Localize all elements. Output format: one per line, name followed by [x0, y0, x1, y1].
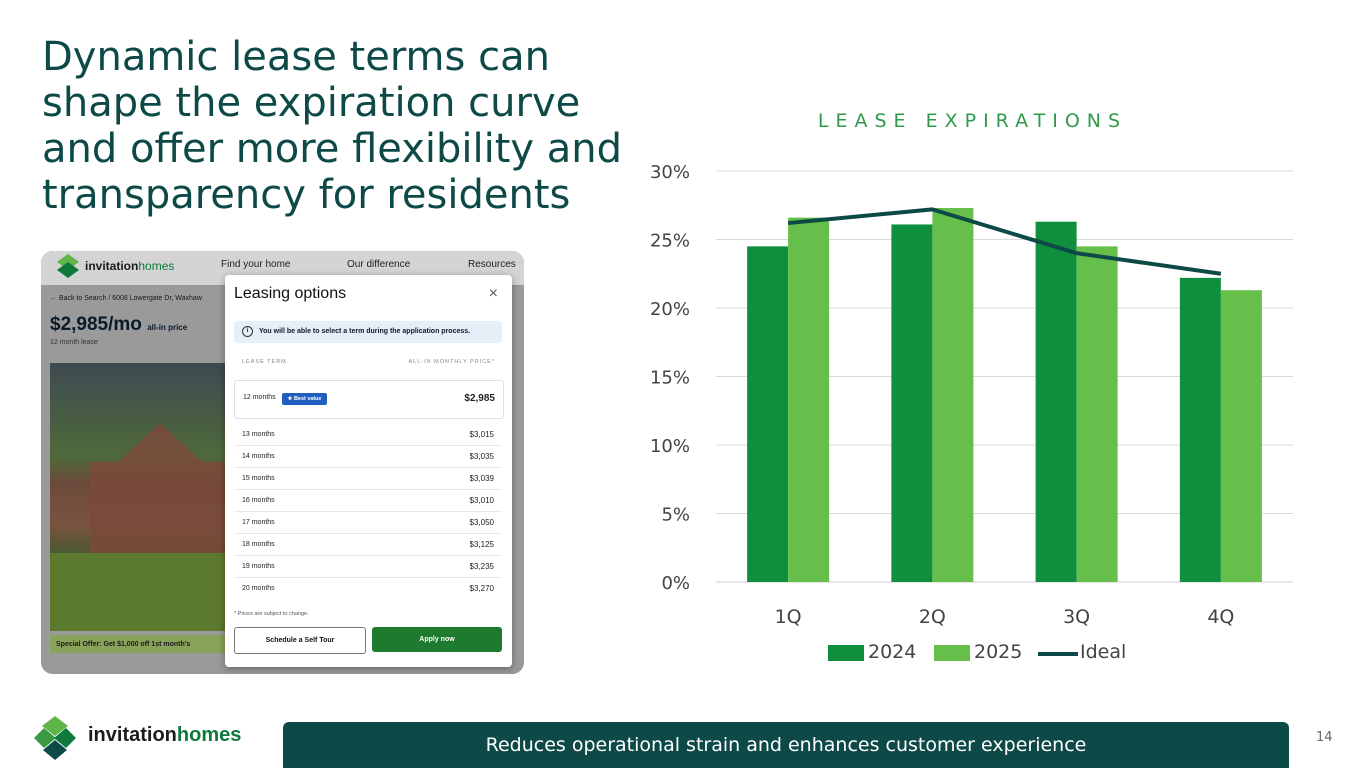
y-tick-label: 20% [650, 299, 690, 320]
bar-2025 [788, 217, 830, 582]
lease-price: $3,039 [469, 474, 494, 483]
headline-line: Dynamic lease terms can [42, 34, 550, 80]
lease-term: 17 months [242, 519, 275, 526]
back-to-search-link[interactable]: ← Back to Search / 6008 Lowergate Dr, Wa… [50, 295, 202, 302]
lease-term: 16 months [242, 497, 275, 504]
lease-option-row[interactable]: 20 months $3,270 [234, 578, 502, 599]
series-line-Ideal [787, 207, 1222, 276]
x-tick-label: 4Q [1207, 606, 1234, 628]
best-value-badge: ★ Best value [282, 393, 327, 405]
y-tick-label: 0% [661, 573, 690, 594]
special-offer-banner: Special Offer: Get $1,000 off 1st month'… [50, 635, 235, 653]
listing-price: $2,985/mo all-in price [50, 314, 188, 335]
lease-option-row[interactable]: 18 months $3,125 [234, 534, 502, 556]
nav-our-difference[interactable]: Our difference [347, 259, 411, 270]
lease-price: $3,015 [469, 430, 494, 439]
lease-price: $3,010 [469, 496, 494, 505]
bar-2024 [1179, 277, 1221, 582]
house-image [90, 423, 230, 553]
lease-price: $3,270 [469, 584, 494, 593]
price-disclaimer: * Prices are subject to change. [234, 611, 309, 617]
headline-line: transparency for residents [42, 172, 571, 218]
bar-2025 [1076, 246, 1118, 582]
x-tick-label: 1Q [775, 606, 802, 628]
legend-label: Ideal [1080, 641, 1126, 663]
takeaway-banner: Reduces operational strain and enhances … [283, 722, 1289, 768]
house-photo [50, 363, 235, 631]
lease-term: 18 months [242, 541, 275, 548]
info-notice: i You will be able to select a term duri… [234, 321, 502, 343]
lease-length: 12 month lease [50, 339, 98, 346]
nav-resources[interactable]: Resources [468, 259, 516, 270]
headline-line: and offer more flexibility and [42, 126, 623, 172]
footer-brand: invitationhomes [88, 724, 242, 746]
x-tick-label: 3Q [1063, 606, 1090, 628]
lease-term: 13 months [242, 431, 275, 438]
lease-term: 12 months [243, 394, 276, 401]
lease-option-row[interactable]: 19 months $3,235 [234, 556, 502, 578]
notice-text: You will be able to select a term during… [259, 328, 471, 335]
bar-2024 [747, 246, 789, 582]
info-icon: i [242, 326, 253, 337]
lease-option-row[interactable]: 13 months $3,015 [234, 424, 502, 446]
chart-title: LEASE EXPIRATIONS [817, 110, 1128, 132]
brand-logo-icon [34, 716, 76, 760]
close-icon[interactable]: × [488, 285, 498, 302]
y-tick-label: 10% [650, 436, 690, 457]
lease-option-best[interactable]: 12 months ★ Best value $2,985 [234, 380, 504, 419]
x-tick-label: 2Q [919, 606, 946, 628]
website-screenshot: invitationhomes Find your home Our diffe… [41, 251, 524, 674]
lease-price: $3,035 [469, 452, 494, 461]
site-brand: invitationhomes [85, 259, 175, 273]
bar-2024 [1035, 221, 1077, 582]
lease-price: $3,235 [469, 562, 494, 571]
y-tick-label: 30% [650, 162, 690, 183]
lease-expirations-chart: 0% 5% 10% 15% 20% 25% 30% 1Q 2Q 3Q 4Q 2024 2025 Ideal [650, 162, 1293, 663]
lease-term: 19 months [242, 563, 275, 570]
lease-term: 15 months [242, 475, 275, 482]
headline: Dynamic lease terms can shape the expira… [42, 34, 622, 218]
legend-label: 2024 [868, 641, 916, 663]
lease-option-row[interactable]: 16 months $3,010 [234, 490, 502, 512]
column-header-price: ALL-IN MONTHLY PRICE* [408, 359, 495, 365]
legend-swatch-2024 [828, 645, 864, 661]
lease-option-row[interactable]: 17 months $3,050 [234, 512, 502, 534]
legend-swatch-2025 [934, 645, 970, 661]
schedule-tour-button[interactable]: Schedule a Self Tour [234, 627, 366, 654]
lawn-image [50, 553, 235, 631]
y-tick-label: 15% [650, 368, 690, 389]
modal-title: Leasing options [234, 285, 347, 302]
bar-2025 [932, 207, 974, 582]
bar-2025 [1220, 290, 1262, 582]
lease-price: $3,125 [469, 540, 494, 549]
headline-line: shape the expiration curve [42, 80, 581, 126]
brand-logo-icon [57, 254, 79, 278]
y-tick-label: 5% [661, 505, 690, 526]
bar-2024 [891, 224, 933, 582]
lease-term: 20 months [242, 585, 275, 592]
y-tick-label: 25% [650, 231, 690, 252]
lease-option-row[interactable]: 15 months $3,039 [234, 468, 502, 490]
lease-price: $3,050 [469, 518, 494, 527]
apply-now-button[interactable]: Apply now [372, 627, 502, 652]
lease-price: $2,985 [464, 393, 495, 404]
column-header-term: LEASE TERM [242, 359, 287, 365]
lease-term: 14 months [242, 453, 275, 460]
leasing-options-modal: Leasing options × i You will be able to … [225, 275, 512, 667]
legend-label: 2025 [974, 641, 1022, 663]
page-number: 14 [1316, 730, 1333, 745]
nav-find-home[interactable]: Find your home [221, 259, 291, 270]
lease-option-row[interactable]: 14 months $3,035 [234, 446, 502, 468]
